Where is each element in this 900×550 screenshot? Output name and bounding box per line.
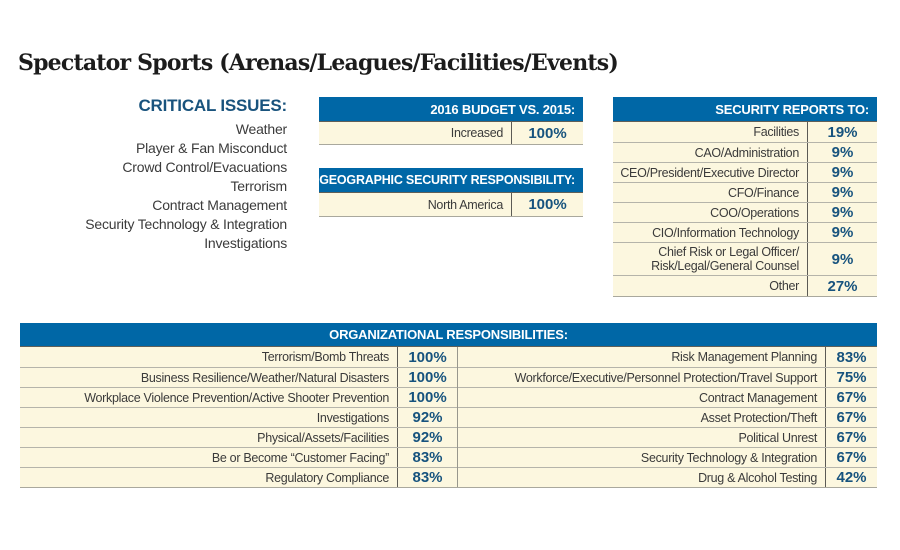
table-row: Political Unrest 67% <box>458 427 877 447</box>
critical-issue-item: Player & Fan Misconduct <box>135 140 287 156</box>
geographic-row-label: North America <box>427 197 504 212</box>
table-row: Chief Risk or Legal Officer/ Risk/Legal/… <box>613 242 877 275</box>
page-title: Spectator Sports (Arenas/Leagues/Facilit… <box>18 50 619 76</box>
row-label: Investigations <box>316 410 390 425</box>
row-value: 9% <box>807 223 877 242</box>
critical-issue-item: Crowd Control/Evacuations <box>122 159 287 175</box>
row-label: COO/Operations <box>710 205 799 220</box>
row-value: 9% <box>807 203 877 222</box>
row-value: 83% <box>397 468 457 487</box>
critical-issues-section: CRITICAL ISSUES: Weather Player & Fan Mi… <box>20 96 287 253</box>
critical-issue-item: Terrorism <box>230 178 287 194</box>
critical-issue-item: Security Technology & Integration <box>85 216 287 232</box>
table-row: Investigations 92% <box>20 407 457 427</box>
geographic-row-value: 100% <box>511 193 583 216</box>
critical-issue-item: Investigations <box>204 235 287 251</box>
table-row: Facilities 19% <box>613 122 877 142</box>
row-value: 9% <box>807 163 877 182</box>
security-reports-table: SECURITY REPORTS TO: Facilities 19% CAO/… <box>613 97 877 297</box>
org-responsibilities-header: ORGANIZATIONAL RESPONSIBILITIES: <box>20 323 877 347</box>
row-value: 100% <box>397 347 457 367</box>
row-value: 19% <box>807 122 877 142</box>
row-label: CEO/President/Executive Director <box>620 165 799 180</box>
table-row: Security Technology & Integration 67% <box>458 447 877 467</box>
row-label: Workforce/Executive/Personnel Protection… <box>514 370 818 385</box>
row-label: Risk Management Planning <box>671 350 817 364</box>
geographic-header: GEOGRAPHIC SECURITY RESPONSIBILITY: <box>319 168 583 193</box>
org-left-column: Terrorism/Bomb Threats 100% Business Res… <box>20 347 457 487</box>
row-label: Facilities <box>753 125 799 139</box>
row-value: 67% <box>825 428 877 447</box>
table-row: Asset Protection/Theft 67% <box>458 407 877 427</box>
budget-row-value: 100% <box>511 122 583 144</box>
table-row: COO/Operations 9% <box>613 202 877 222</box>
row-label: Be or Become “Customer Facing” <box>211 450 389 465</box>
table-row: Drug & Alcohol Testing 42% <box>458 467 877 487</box>
row-value: 42% <box>825 468 877 487</box>
row-value: 83% <box>825 347 877 367</box>
row-label: Workplace Violence Prevention/Active Sho… <box>84 390 389 405</box>
row-label: Drug & Alcohol Testing <box>698 470 817 485</box>
table-row: Regulatory Compliance 83% <box>20 467 457 487</box>
table-row: Workforce/Executive/Personnel Protection… <box>458 367 877 387</box>
row-label: Security Technology & Integration <box>640 450 817 465</box>
table-row: CFO/Finance 9% <box>613 182 877 202</box>
table-row: Contract Management 67% <box>458 387 877 407</box>
org-right-column: Risk Management Planning 83% Workforce/E… <box>457 347 877 487</box>
row-value: 67% <box>825 448 877 467</box>
row-label: CIO/Information Technology <box>652 225 799 240</box>
row-value: 27% <box>807 276 877 296</box>
org-responsibilities-table: ORGANIZATIONAL RESPONSIBILITIES: Terrori… <box>20 323 877 488</box>
row-value: 92% <box>397 428 457 447</box>
table-row: Physical/Assets/Facilities 92% <box>20 427 457 447</box>
row-value: 9% <box>807 183 877 202</box>
row-value: 9% <box>807 243 877 275</box>
budget-row-label: Increased <box>450 126 504 140</box>
geographic-box: GEOGRAPHIC SECURITY RESPONSIBILITY: Nort… <box>319 168 583 217</box>
table-row: Workplace Violence Prevention/Active Sho… <box>20 387 457 407</box>
row-value: 100% <box>397 388 457 407</box>
row-label: Other <box>769 279 799 293</box>
critical-issues-heading: CRITICAL ISSUES: <box>138 96 287 115</box>
budget-box: 2016 BUDGET VS. 2015: Increased 100% <box>319 97 583 145</box>
row-label: CAO/Administration <box>694 145 800 160</box>
row-label: Asset Protection/Theft <box>700 410 818 425</box>
table-row: Risk Management Planning 83% <box>458 347 877 367</box>
geographic-row: North America 100% <box>319 193 583 216</box>
row-value: 92% <box>397 408 457 427</box>
table-row: CEO/President/Executive Director 9% <box>613 162 877 182</box>
row-value: 9% <box>807 143 877 162</box>
row-label: Physical/Assets/Facilities <box>257 430 389 445</box>
row-label: Regulatory Compliance <box>265 470 389 485</box>
row-label: Terrorism/Bomb Threats <box>261 350 390 364</box>
row-value: 83% <box>397 448 457 467</box>
row-value: 67% <box>825 388 877 407</box>
table-row: CAO/Administration 9% <box>613 142 877 162</box>
table-row: Terrorism/Bomb Threats 100% <box>20 347 457 367</box>
critical-issue-item: Contract Management <box>152 197 287 213</box>
budget-row: Increased 100% <box>319 122 583 144</box>
table-row: Be or Become “Customer Facing” 83% <box>20 447 457 467</box>
table-row: Other 27% <box>613 275 877 296</box>
table-row: Business Resilience/Weather/Natural Disa… <box>20 367 457 387</box>
table-row: CIO/Information Technology 9% <box>613 222 877 242</box>
row-label: CFO/Finance <box>727 185 799 200</box>
row-value: 67% <box>825 408 877 427</box>
row-label: Contract Management <box>699 390 817 405</box>
row-value: 100% <box>397 368 457 387</box>
critical-issue-item: Weather <box>235 121 287 137</box>
budget-header: 2016 BUDGET VS. 2015: <box>319 97 583 122</box>
row-label: Business Resilience/Weather/Natural Disa… <box>140 370 389 385</box>
row-label: Chief Risk or Legal Officer/ Risk/Legal/… <box>651 245 799 273</box>
security-reports-header: SECURITY REPORTS TO: <box>613 97 877 122</box>
row-value: 75% <box>825 368 877 387</box>
row-label: Political Unrest <box>738 430 817 445</box>
